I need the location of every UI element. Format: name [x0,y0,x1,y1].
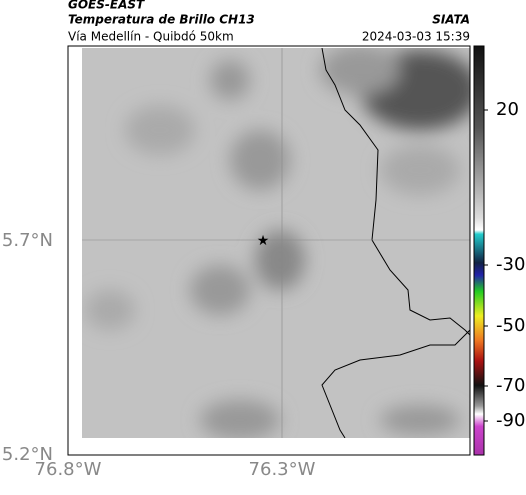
colorbar-tick-label: 20 [496,99,519,120]
colorbar-tick-label: -50 [496,315,525,336]
colorbar-tick-label: -70 [496,375,525,396]
colorbar [473,45,485,456]
colorbar-tick-label: -90 [496,410,525,431]
location-star: ★ [257,233,270,249]
source: SIATA [432,13,470,27]
map-frame [67,45,471,456]
x-label: 76.8°W [35,459,102,480]
subtitle: Temperatura de Brillo CH13 [68,13,255,27]
title: GOES-EAST [68,0,145,12]
x-label: 76.3°W [249,459,316,480]
datetime: 2024-03-03 15:39 [362,30,470,44]
region: Vía Medellín - Quibdó 50km [68,30,234,44]
satellite-image: ★ [82,48,470,438]
colorbar-tick-label: -30 [496,254,525,275]
y-label: 5.2°N [2,444,53,465]
y-label: 5.7°N [2,230,53,251]
